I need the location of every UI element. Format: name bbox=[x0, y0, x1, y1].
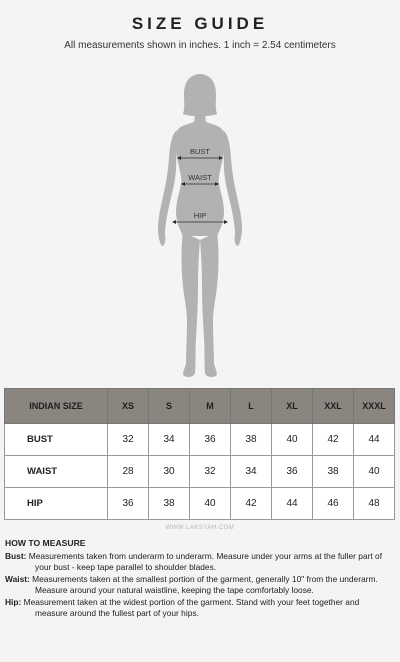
instruction-text: Measure around your natural waistline, k… bbox=[35, 585, 314, 595]
table-cell: 38 bbox=[312, 455, 354, 488]
instruction-text: measure around the fullest part of your … bbox=[35, 608, 199, 618]
table-cell: 44 bbox=[353, 423, 395, 456]
instruction-term: Waist: bbox=[5, 573, 30, 584]
table-cell: 42 bbox=[312, 423, 354, 456]
table-row: BUST 32 34 36 38 40 42 44 bbox=[4, 423, 395, 456]
table-cell: 36 bbox=[189, 423, 231, 456]
body-silhouette: BUST WAIST HIP bbox=[158, 74, 242, 377]
section-title: HOW TO MEASURE bbox=[5, 538, 86, 548]
table-cell: 36 bbox=[271, 455, 313, 488]
table-cell: 36 bbox=[107, 487, 149, 520]
table-cell: 38 bbox=[148, 487, 190, 520]
column-header: XXL bbox=[312, 388, 354, 424]
column-header: L bbox=[230, 388, 272, 424]
row-label: HIP bbox=[4, 487, 108, 520]
bust-instruction: Bust: Measurements taken from underarm t… bbox=[5, 551, 397, 574]
size-table: INDIAN SIZE XS S M L XL XXL XXXL BUST 32… bbox=[4, 388, 395, 520]
watermark: WWW.LAKSYAH.COM bbox=[165, 525, 235, 531]
table-row: HIP 36 38 40 42 44 46 48 bbox=[4, 487, 395, 520]
instruction-term: Hip: bbox=[5, 596, 22, 607]
table-cell: 48 bbox=[353, 487, 395, 520]
table-cell: 40 bbox=[189, 487, 231, 520]
table-cell: 30 bbox=[148, 455, 190, 488]
column-header: M bbox=[189, 388, 231, 424]
column-header: INDIAN SIZE bbox=[4, 388, 108, 424]
table-cell: 42 bbox=[230, 487, 272, 520]
table-cell: 46 bbox=[312, 487, 354, 520]
column-header: S bbox=[148, 388, 190, 424]
row-label: BUST bbox=[4, 423, 108, 456]
instruction-text: your bust - keep tape parallel to should… bbox=[35, 562, 217, 572]
column-header: XS bbox=[107, 388, 149, 424]
table-cell: 28 bbox=[107, 455, 149, 488]
page-title: SIZE GUIDE bbox=[131, 14, 269, 33]
table-cell: 40 bbox=[353, 455, 395, 488]
hip-label: HIP bbox=[194, 211, 207, 220]
table-cell: 34 bbox=[230, 455, 272, 488]
instruction-text: Measurements taken at the smallest porti… bbox=[29, 573, 378, 584]
how-to-measure-section: HOW TO MEASURE Bust: Measurements taken … bbox=[5, 538, 397, 620]
table-cell: 32 bbox=[189, 455, 231, 488]
column-header: XXXL bbox=[353, 388, 395, 424]
instruction-term: Bust: bbox=[5, 550, 27, 561]
column-header: XL bbox=[271, 388, 313, 424]
instruction-text: Measurement taken at the widest portion … bbox=[21, 596, 360, 607]
hip-instruction: Hip: Measurement taken at the widest por… bbox=[5, 597, 397, 620]
table-cell: 40 bbox=[271, 423, 313, 456]
table-cell: 34 bbox=[148, 423, 190, 456]
page-subtitle: All measurements shown in inches. 1 inch… bbox=[64, 40, 336, 51]
bust-label: BUST bbox=[190, 147, 210, 156]
body-figure: BUST WAIST HIP bbox=[150, 72, 250, 382]
waist-label: WAIST bbox=[188, 173, 212, 182]
row-label: WAIST bbox=[4, 455, 108, 488]
table-cell: 32 bbox=[107, 423, 149, 456]
table-header-row: INDIAN SIZE XS S M L XL XXL XXXL bbox=[4, 388, 395, 424]
table-cell: 44 bbox=[271, 487, 313, 520]
waist-instruction: Waist: Measurements taken at the smalles… bbox=[5, 574, 397, 597]
table-cell: 38 bbox=[230, 423, 272, 456]
table-row: WAIST 28 30 32 34 36 38 40 bbox=[4, 455, 395, 488]
instruction-text: Measurements taken from underarm to unde… bbox=[26, 550, 383, 561]
